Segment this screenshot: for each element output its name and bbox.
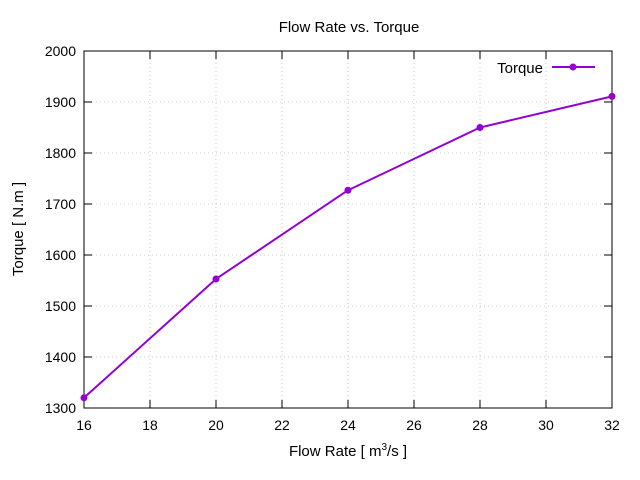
data-point [212,275,220,283]
legend-label: Torque [497,60,543,77]
y-tick-label: 1700 [45,196,76,212]
y-tick-label: 1300 [45,400,76,416]
plot-frame [83,50,613,409]
legend: Torque [497,60,595,77]
y-tick-label: 1500 [45,298,76,314]
chart-title: Flow Rate vs. Torque [279,19,420,36]
x-tick-label: 16 [76,417,92,433]
x-axis-label-superscript: 3 [381,442,387,453]
x-tick-label: 32 [604,417,620,433]
x-tick-label: 24 [340,417,356,433]
y-tick-labels: 1300 1400 1500 1600 1700 1800 1900 2000 [45,43,76,416]
x-tick-label: 18 [142,417,158,433]
data-point [476,124,484,131]
x-tick-label: 20 [208,417,224,433]
y-tick-label: 1800 [45,145,76,161]
grid [84,51,612,408]
x-axis-label-main: Flow Rate [ m [289,443,382,460]
x-tick-label: 30 [538,417,554,433]
x-tick-labels: 16 18 20 22 24 26 28 30 32 [76,417,620,433]
y-tick-label: 1900 [45,94,76,110]
x-axis-label-tail: /s ] [387,443,407,460]
legend-marker [569,63,577,71]
x-tick-label: 26 [406,417,422,433]
y-tick-label: 2000 [45,43,76,59]
x-tick-label: 22 [274,417,290,433]
y-tick-label: 1400 [45,349,76,365]
series-layer [80,92,616,402]
y-axis-label: Torque [ N.m ] [10,182,27,276]
x-tick-label: 28 [472,417,488,433]
ticks [83,50,613,409]
data-point [80,394,88,402]
x-axis-label: Flow Rate [ m3/s ] [289,442,407,460]
y-tick-label: 1600 [45,247,76,263]
data-point [608,92,616,100]
data-point [344,186,352,194]
